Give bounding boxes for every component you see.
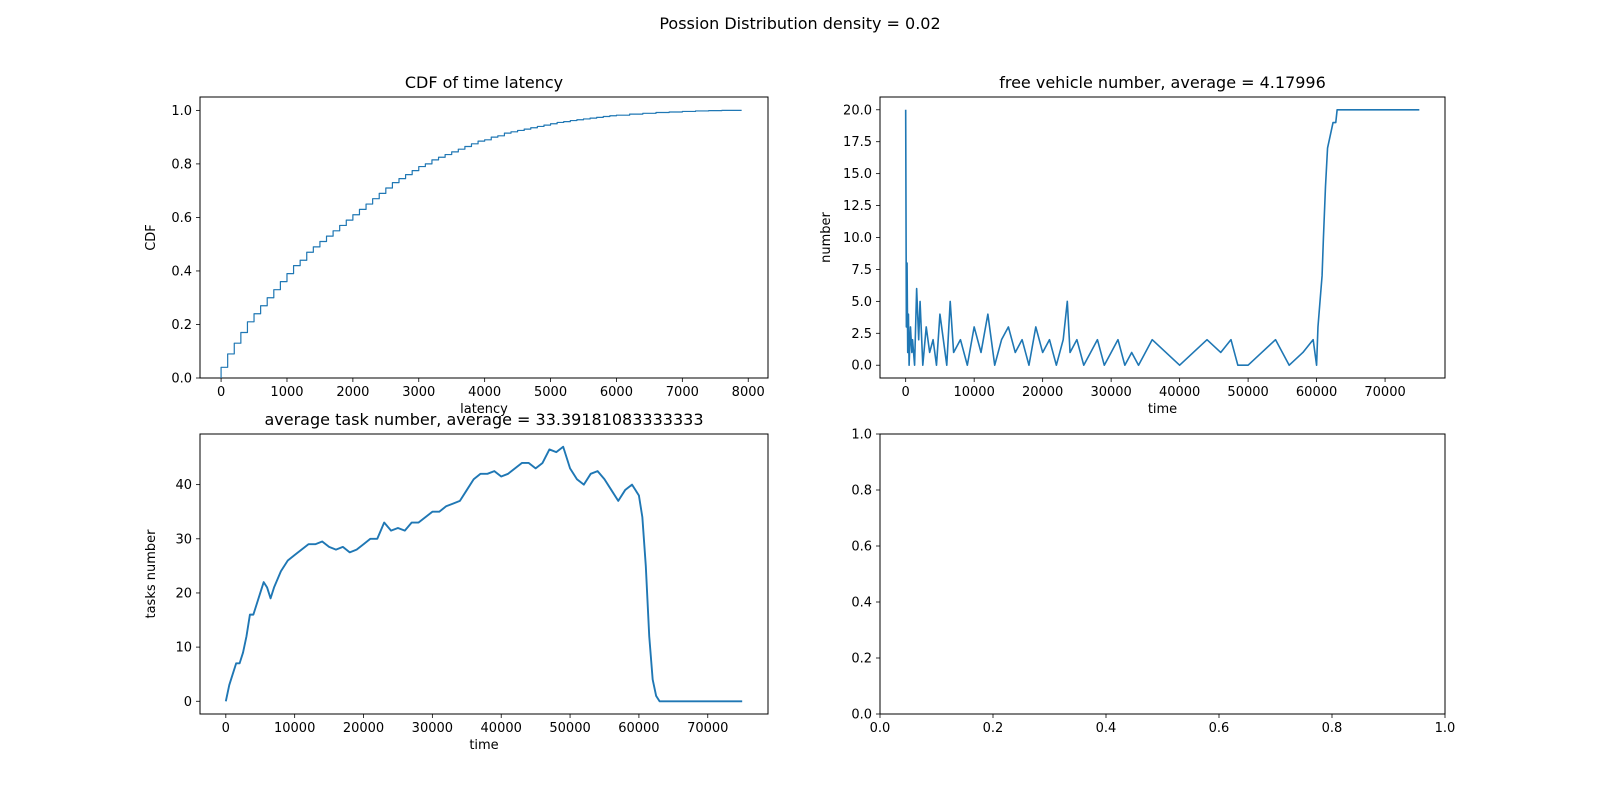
x-tick-label: 0.8 (1322, 721, 1343, 736)
subplot-free: 0 10000 20000 30000 40000 50000 60000 70000 0.0 2… (819, 73, 1446, 417)
subplot-title: CDF of time latency (405, 73, 563, 92)
y-tick-label: 0.4 (851, 596, 872, 611)
y-tick-label: 20.0 (843, 103, 872, 118)
y-tick-label: 20 (175, 586, 192, 601)
x-tick-label: 10000 (274, 721, 315, 736)
y-axis-label: number (819, 211, 834, 262)
x-tick-label: 8000 (732, 385, 765, 400)
x-tick-label: 0.4 (1096, 721, 1117, 736)
series-line (220, 109, 742, 378)
y-tick-label: 0.6 (851, 540, 872, 555)
series-line (904, 108, 1420, 367)
x-tick-label: 30000 (1090, 385, 1131, 400)
axes-frame (879, 433, 1446, 715)
x-tick-label: 20000 (1022, 385, 1063, 400)
x-tick-label: 0.2 (983, 721, 1004, 736)
y-tick-label: 0.2 (171, 318, 192, 333)
axes-frame (879, 96, 1446, 379)
x-tick-label: 0.0 (870, 721, 891, 736)
y-tick-label: 0.0 (851, 708, 872, 723)
subplot-title: average task number, average = 33.391810… (264, 410, 703, 429)
x-tick-label: 5000 (534, 385, 567, 400)
subplot-task: 0 10000 20000 30000 40000 50000 60000 70000 0 10 2… (144, 410, 769, 753)
x-tick-label: 0 (222, 721, 230, 736)
y-tick-label: 0.6 (171, 211, 192, 226)
x-axis-label: time (469, 738, 498, 753)
figure-suptitle: Possion Distribution density = 0.02 (659, 14, 940, 33)
y-tick-label: 0.2 (851, 652, 872, 667)
x-axis-label: latency (460, 402, 508, 417)
x-tick-label: 0 (217, 385, 225, 400)
x-tick-label: 0 (902, 385, 910, 400)
y-tick-label: 10.0 (843, 231, 872, 246)
x-tick-label: 3000 (402, 385, 435, 400)
y-tick-label: 2.5 (851, 327, 872, 342)
y-tick-label: 0.8 (851, 484, 872, 499)
x-tick-label: 70000 (1364, 385, 1405, 400)
x-tick-label: 30000 (412, 721, 453, 736)
x-tick-label: 50000 (549, 721, 590, 736)
y-tick-label: 0.4 (171, 264, 192, 279)
x-tick-label: 1000 (270, 385, 303, 400)
y-axis-label: tasks number (144, 529, 159, 619)
y-tick-label: 1.0 (171, 104, 192, 119)
subplots-grid: 0 1000 2000 3000 4000 5000 6000 7000 80000.00.20… (144, 73, 1455, 753)
y-tick-label: 5.0 (851, 295, 872, 310)
y-tick-label: 0.0 (851, 359, 872, 374)
x-tick-label: 60000 (618, 721, 659, 736)
y-tick-label: 0.8 (171, 157, 192, 172)
x-tick-label: 7000 (666, 385, 699, 400)
x-axis-label: time (1148, 402, 1177, 417)
y-tick-label: 15.0 (843, 167, 872, 182)
x-tick-label: 2000 (336, 385, 369, 400)
series-line (224, 445, 743, 703)
y-tick-label: 1.0 (851, 428, 872, 443)
x-tick-label: 6000 (600, 385, 633, 400)
x-tick-label: 20000 (343, 721, 384, 736)
y-tick-label: 0 (184, 695, 192, 710)
y-tick-label: 10 (175, 641, 192, 656)
x-tick-label: 50000 (1227, 385, 1268, 400)
x-tick-label: 40000 (1159, 385, 1200, 400)
y-tick-label: 17.5 (843, 135, 872, 150)
x-tick-label: 0.6 (1209, 721, 1230, 736)
x-tick-label: 40000 (481, 721, 522, 736)
axes-frame (199, 433, 769, 715)
y-tick-label: 0.0 (171, 372, 192, 387)
x-tick-label: 60000 (1296, 385, 1337, 400)
subplot-empty: 0.0 0.2 0.4 0.6 0.8 1.0 0.0 0.2 0.4 0.6 0.8 1.0 (851, 428, 1455, 737)
subplot-cdf: 0 1000 2000 3000 4000 5000 6000 7000 8000 0.0 0.2 0… (144, 73, 769, 417)
x-tick-label: 4000 (468, 385, 501, 400)
y-tick-label: 7.5 (851, 263, 872, 278)
y-tick-label: 12.5 (843, 199, 872, 214)
axes-frame (199, 96, 769, 379)
y-tick-label: 30 (175, 532, 192, 547)
x-tick-label: 1.0 (1435, 721, 1456, 736)
x-tick-label: 10000 (953, 385, 994, 400)
y-axis-label: CDF (144, 224, 159, 251)
subplot-title: free vehicle number, average = 4.17996 (999, 73, 1326, 92)
x-tick-label: 70000 (687, 721, 728, 736)
y-tick-label: 40 (175, 478, 192, 493)
